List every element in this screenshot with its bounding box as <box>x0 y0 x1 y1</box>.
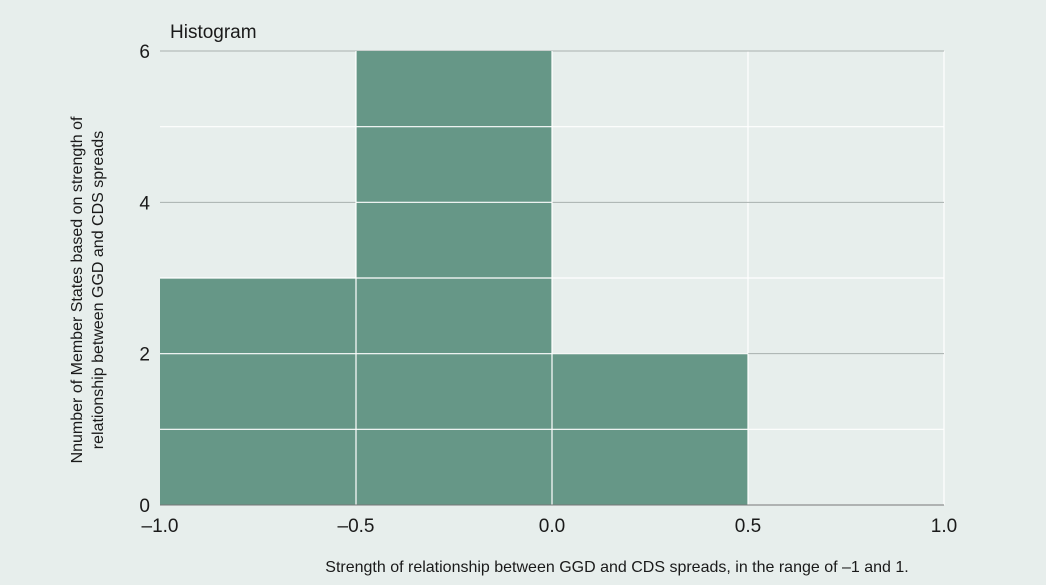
y-tick-label: 4 <box>139 193 150 214</box>
y-tick-label: 6 <box>139 42 150 63</box>
y-axis-label-line-2: relationship between GGD and CDS spreads <box>90 131 107 449</box>
y-axis-label-group: Nnumber of Member States based on streng… <box>69 116 107 463</box>
y-tick-label: 2 <box>139 345 150 366</box>
x-tick-label: 1.0 <box>931 516 957 537</box>
chart-title: Histogram <box>170 22 257 43</box>
x-axis-label: Strength of relationship between GGD and… <box>325 559 908 576</box>
y-tick-label: 0 <box>139 496 150 517</box>
x-tick-label: –1.0 <box>142 516 179 537</box>
histogram-bar <box>160 278 356 505</box>
x-tick-label: –0.5 <box>338 516 375 537</box>
x-tick-label: 0.5 <box>735 516 761 537</box>
overlay-grid-layer <box>160 51 749 505</box>
y-tick-labels: 0 2 4 6 <box>139 42 150 517</box>
x-tick-label: 0.0 <box>539 516 565 537</box>
x-tick-labels: –1.0 –0.5 0.0 0.5 1.0 <box>142 516 958 537</box>
y-axis-label-line-1: Nnumber of Member States based on streng… <box>69 116 86 463</box>
